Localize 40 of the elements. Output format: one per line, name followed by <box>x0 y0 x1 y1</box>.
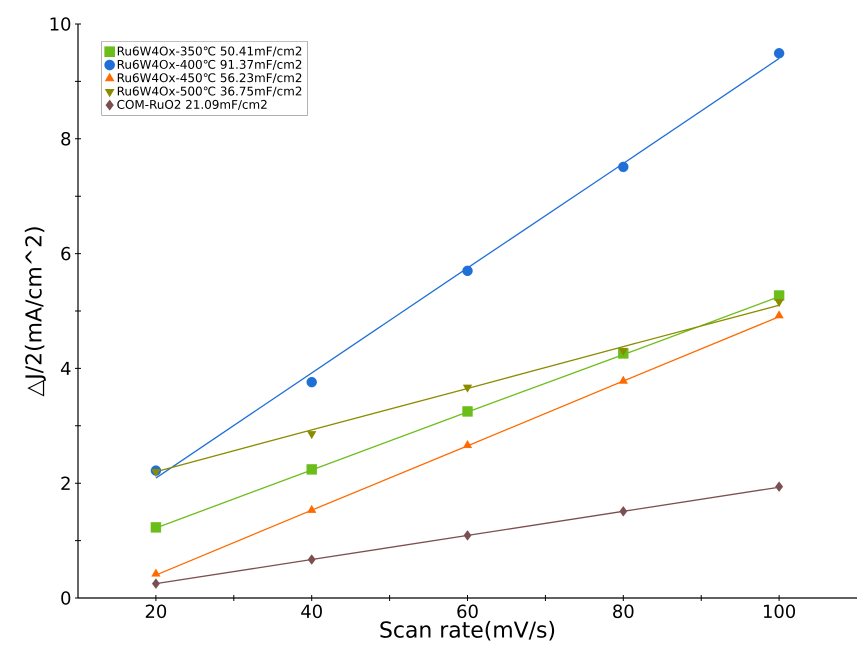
y-tick-label: 0 <box>61 591 70 605</box>
y-tick-label: 10 <box>50 17 70 31</box>
x-tick-label: 40 <box>301 604 322 618</box>
point <box>462 266 473 276</box>
point <box>152 578 160 589</box>
point <box>307 504 316 513</box>
x-axis-title: Scan rate(mV/s) <box>380 620 554 640</box>
point <box>618 162 629 172</box>
y-tick-label: 2 <box>61 476 70 490</box>
point <box>150 522 162 533</box>
point <box>306 464 317 475</box>
y-tick-label: 4 <box>60 362 70 375</box>
point <box>774 310 784 318</box>
point <box>151 568 160 577</box>
point <box>774 299 784 308</box>
point <box>618 376 628 384</box>
x-tick-label: 100 <box>764 604 796 618</box>
point <box>775 481 784 492</box>
legend-label: Ru6W4Ox-500℃ 36.75mF/cm2 <box>118 86 302 97</box>
point <box>464 530 472 541</box>
x-tick-label: 60 <box>457 604 478 618</box>
point <box>618 348 628 356</box>
x-tick-label: 20 <box>146 604 166 618</box>
legend-label: Ru6W4Ox-400℃ 91.37mF/cm2 <box>118 60 302 70</box>
point <box>308 554 316 565</box>
point <box>462 406 473 417</box>
point <box>462 384 472 393</box>
legend-label: Ru6W4Ox-450℃ 56.23mF/cm2 <box>118 73 302 84</box>
legend-label: Ru6W4Ox-350℃ 50.41mF/cm2 <box>118 46 302 56</box>
y-tick-label: 8 <box>61 132 70 146</box>
point <box>306 376 317 388</box>
point <box>151 469 160 477</box>
point <box>307 431 316 440</box>
y-axis-title: △J/2(mA/cm^2) <box>24 227 46 397</box>
point <box>774 48 784 58</box>
point <box>619 506 628 517</box>
x-tick-label: 80 <box>613 604 634 618</box>
point <box>462 440 472 448</box>
legend-label: COM-RuO2 21.09mF/cm2 <box>117 100 267 110</box>
y-tick-label: 6 <box>61 246 70 260</box>
